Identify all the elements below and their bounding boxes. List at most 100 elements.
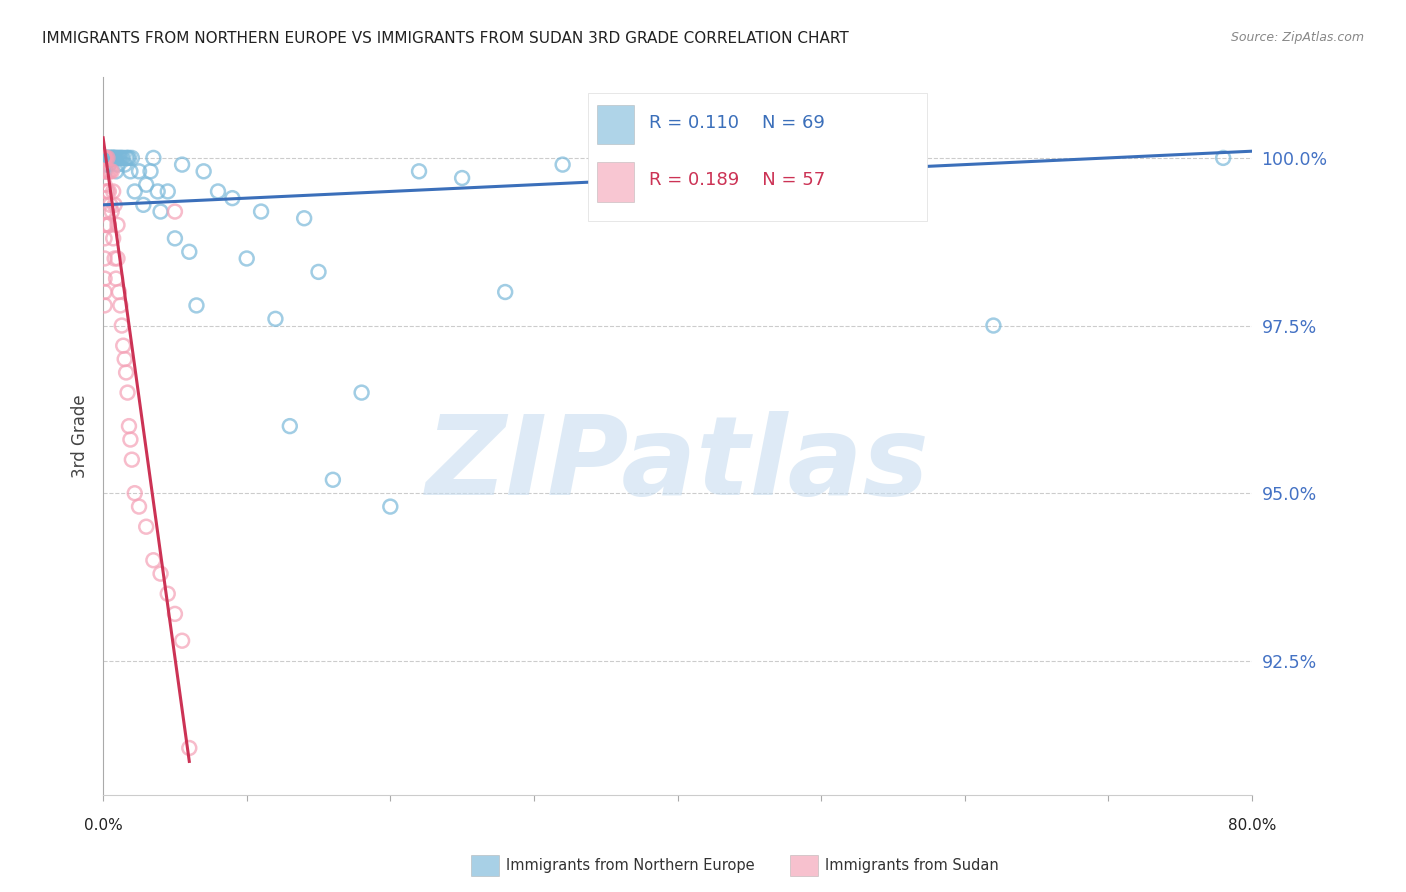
Point — [98, 151, 121, 165]
Point — [738, 151, 761, 165]
Point — [128, 500, 150, 514]
Point — [114, 158, 136, 172]
Point — [105, 151, 128, 165]
Point — [250, 204, 273, 219]
Point — [110, 151, 132, 165]
Point — [104, 151, 127, 165]
Point — [93, 151, 115, 165]
Point — [172, 633, 194, 648]
Point — [882, 151, 904, 165]
Point — [101, 151, 124, 165]
Point — [111, 151, 134, 165]
Point — [142, 151, 165, 165]
Point — [179, 741, 201, 756]
Point — [186, 298, 208, 312]
Point — [107, 218, 129, 232]
Point — [100, 204, 122, 219]
Point — [983, 318, 1005, 333]
Point — [623, 151, 645, 165]
Y-axis label: 3rd Grade: 3rd Grade — [72, 394, 89, 478]
Point — [93, 191, 115, 205]
Point — [94, 158, 117, 172]
Point — [124, 486, 146, 500]
Point — [551, 158, 574, 172]
Point — [124, 185, 146, 199]
Point — [207, 185, 229, 199]
Point — [94, 164, 117, 178]
Point — [94, 204, 117, 219]
Point — [108, 285, 131, 299]
Point — [120, 433, 142, 447]
Point — [163, 607, 186, 621]
Point — [93, 151, 115, 165]
Text: R = 0.189    N = 57: R = 0.189 N = 57 — [648, 171, 825, 189]
Point — [94, 185, 117, 199]
Point — [179, 244, 201, 259]
Text: Immigrants from Northern Europe: Immigrants from Northern Europe — [506, 858, 755, 872]
Point — [98, 164, 121, 178]
Point — [111, 318, 134, 333]
Point — [94, 218, 117, 232]
Point — [93, 285, 115, 299]
Point — [93, 298, 115, 312]
Point — [96, 151, 118, 165]
Point — [142, 553, 165, 567]
Point — [97, 218, 120, 232]
Point — [97, 151, 120, 165]
Point — [118, 419, 141, 434]
Point — [156, 587, 179, 601]
Point — [221, 191, 243, 205]
Point — [163, 231, 186, 245]
Point — [110, 298, 132, 312]
Point — [93, 164, 115, 178]
Point — [93, 204, 115, 219]
Text: 0.0%: 0.0% — [84, 818, 122, 833]
FancyBboxPatch shape — [588, 94, 927, 221]
Point — [104, 198, 127, 212]
Text: IMMIGRANTS FROM NORTHERN EUROPE VS IMMIGRANTS FROM SUDAN 3RD GRADE CORRELATION C: IMMIGRANTS FROM NORTHERN EUROPE VS IMMIG… — [42, 31, 849, 46]
Point — [96, 164, 118, 178]
Point — [100, 151, 122, 165]
Point — [121, 151, 143, 165]
Point — [96, 151, 118, 165]
Text: ZIPatlas: ZIPatlas — [426, 411, 929, 518]
Point — [350, 385, 373, 400]
Point — [120, 164, 142, 178]
Point — [93, 178, 115, 192]
Point — [380, 500, 402, 514]
Point — [1212, 151, 1234, 165]
Point — [149, 566, 172, 581]
Point — [117, 151, 139, 165]
Point — [149, 204, 172, 219]
Point — [652, 151, 675, 165]
Point — [93, 231, 115, 245]
Point — [105, 164, 128, 178]
Point — [235, 252, 257, 266]
Point — [100, 164, 122, 178]
Point — [118, 151, 141, 165]
Point — [156, 185, 179, 199]
Point — [264, 311, 287, 326]
Point — [94, 151, 117, 165]
Point — [98, 151, 121, 165]
Point — [101, 151, 124, 165]
Point — [637, 151, 659, 165]
Point — [97, 185, 120, 199]
Point — [101, 185, 124, 199]
Point — [104, 252, 127, 266]
Point — [101, 231, 124, 245]
Point — [609, 151, 631, 165]
Point — [623, 151, 645, 165]
Point — [104, 151, 127, 165]
Point — [115, 366, 138, 380]
FancyBboxPatch shape — [598, 104, 634, 145]
Point — [93, 151, 115, 165]
Point — [172, 158, 194, 172]
Point — [96, 185, 118, 199]
FancyBboxPatch shape — [598, 162, 634, 202]
Point — [146, 185, 169, 199]
Point — [108, 151, 131, 165]
Point — [135, 519, 157, 533]
Point — [139, 164, 162, 178]
Point — [98, 198, 121, 212]
